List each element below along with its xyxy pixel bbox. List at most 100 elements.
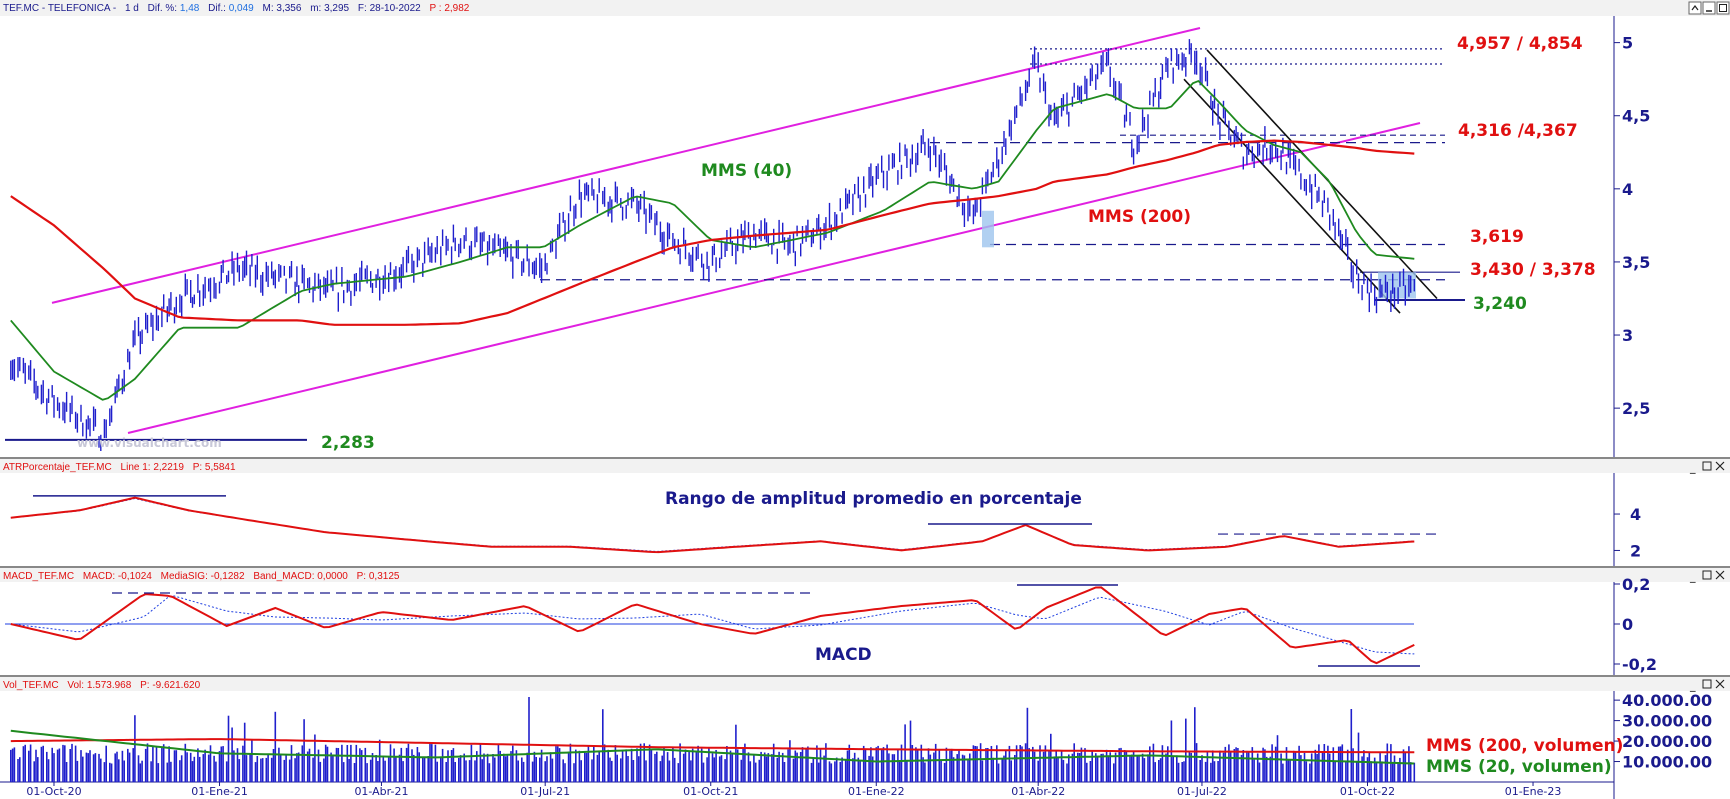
svg-text:_: _: [1689, 570, 1696, 583]
label-mms40: MMS (40): [701, 161, 792, 181]
header-price: P : 2,982: [430, 3, 470, 14]
consolidation-box: [1378, 272, 1416, 299]
macd-header-signal: MediaSIG: -0,1282: [161, 571, 245, 582]
x-tick-label: 01-Abr-22: [1011, 785, 1065, 798]
atr-title: Rango de amplitud promedio en porcentaje: [665, 489, 1082, 509]
macd-header-p: P: 0,3125: [357, 571, 400, 582]
x-tick-label: 01-Ene-21: [191, 785, 248, 798]
macd-header-macd: MACD: -0,1024: [83, 571, 152, 582]
x-tick-label: 01-Jul-22: [1177, 785, 1227, 798]
volume-bars: [10, 697, 1416, 782]
header-dif-label: Dif.:: [208, 3, 226, 14]
header-symbol: TEF.MC - TELEFONICA -: [3, 3, 116, 14]
vol-panel-controls: _: [1689, 679, 1725, 692]
vol-header-p: P: -9.621.620: [140, 680, 200, 691]
maximize-icon[interactable]: [1702, 679, 1712, 689]
channel-upper-line: [51, 27, 1201, 304]
close-icon[interactable]: [1715, 570, 1725, 580]
maximize-icon[interactable]: [1716, 1, 1730, 15]
vol-header-text: Vol_TEF.MC Vol: 1.573.968 P: -9.621.620: [3, 680, 201, 691]
vol-tick-label: 10.000.00: [1622, 753, 1712, 772]
minimize-icon[interactable]: _: [1689, 461, 1696, 474]
label-resistance-2: 4,316 /4,367: [1458, 121, 1578, 141]
y-tick-label: 3,5: [1622, 253, 1650, 272]
label-support-1: 3,240: [1473, 294, 1527, 314]
x-tick-label: 01-Oct-20: [26, 785, 81, 798]
mms200-line: [10, 139, 1415, 326]
chevron-up-icon[interactable]: [1688, 1, 1702, 15]
svg-text:_: _: [1689, 461, 1696, 474]
macd-header-band: Band_MACD: 0,0000: [253, 571, 348, 582]
y-tick-label: 5: [1622, 34, 1633, 53]
atr-line: [10, 496, 1415, 554]
macd-header-text: MACD_TEF.MC MACD: -0,1024 MediaSIG: -0,1…: [3, 571, 400, 582]
x-tick-label: 01-Oct-21: [683, 785, 738, 798]
vol-tick-label: 40.000.00: [1622, 691, 1712, 710]
maximize-icon[interactable]: [1702, 570, 1712, 580]
macd-title: MACD: [815, 645, 872, 665]
macd-header-name: MACD_TEF.MC: [3, 571, 74, 582]
main-header-bar: [0, 0, 1730, 16]
y-tick-label: 3: [1622, 326, 1633, 345]
label-resistance-3: 3,619: [1470, 227, 1524, 247]
x-tick-label: 01-Ene-22: [848, 785, 905, 798]
label-support-2: 2,283: [321, 433, 375, 453]
x-tick-label: 01-Ene-23: [1505, 785, 1562, 798]
maximize-icon[interactable]: [1702, 461, 1712, 471]
atr-header-line: Line 1: 2,2219: [121, 462, 185, 473]
header-dif: 0,049: [229, 3, 254, 14]
minimize-icon[interactable]: _: [1689, 679, 1696, 692]
vol-mms200-line: [10, 738, 1415, 754]
atr-tick-label: 4: [1630, 505, 1641, 524]
close-icon[interactable]: [1715, 679, 1725, 689]
label-resistance-4: 3,430 / 3,378: [1470, 260, 1596, 280]
vol-tick-label: 20.000.00: [1622, 732, 1712, 751]
macd-panel-controls: _: [1689, 570, 1725, 583]
main-panel-controls: [1688, 1, 1730, 15]
macd-tick-label: 0,2: [1622, 575, 1650, 594]
watermark: www.visualchart.com: [77, 436, 222, 450]
x-tick-label: 01-Jul-21: [520, 785, 570, 798]
header-low: m: 3,295: [310, 3, 349, 14]
vol-header-name: Vol_TEF.MC: [3, 680, 59, 691]
label-mms200: MMS (200): [1088, 207, 1191, 227]
header-period: 1 d: [125, 3, 139, 14]
vol-header-bar: [0, 677, 1730, 691]
header-high: M: 3,356: [263, 3, 302, 14]
atr-header-text: ATRPorcentaje_TEF.MC Line 1: 2,2219 P: 5…: [3, 462, 236, 473]
y-tick-label: 4: [1622, 180, 1633, 199]
channel-lower-line: [127, 122, 1421, 434]
x-tick-label: 01-Abr-21: [354, 785, 408, 798]
price-bars: [10, 39, 1416, 451]
minimize-icon[interactable]: [1702, 1, 1716, 15]
label-resistance-1: 4,957 / 4,854: [1457, 34, 1583, 54]
gap-box: [982, 210, 994, 248]
vol-tick-label: 30.000.00: [1622, 712, 1712, 731]
header-dif-pct-label: Dif. %:: [148, 3, 177, 14]
y-tick-label: 2,5: [1622, 399, 1650, 418]
macd-tick-label: 0: [1622, 615, 1633, 634]
vol-mms20-line: [10, 729, 1415, 765]
price-panel: [5, 27, 1465, 451]
atr-panel: [10, 495, 1437, 554]
axes: 5 4,5 4 3,5 3 2,5 4 2 0,2 0 -0,2 40.000.00 30.000.00…: [26, 34, 1712, 798]
label-vol-mms200: MMS (200, volumen): [1426, 736, 1623, 756]
svg-text:_: _: [1689, 679, 1696, 692]
vol-header-vol: Vol: 1.573.968: [67, 680, 131, 691]
atr-header-p: P: 5,5841: [193, 462, 236, 473]
macd-panel: [5, 584, 1420, 667]
x-tick-label: 01-Oct-22: [1340, 785, 1395, 798]
atr-tick-label: 2: [1630, 541, 1641, 560]
label-vol-mms20: MMS (20, volumen): [1426, 757, 1612, 777]
y-tick-label: 4,5: [1622, 107, 1650, 126]
header-date: F: 28-10-2022: [358, 3, 421, 14]
header-dif-pct: 1,48: [180, 3, 200, 14]
macd-signal-line: [10, 594, 1415, 655]
close-icon[interactable]: [1715, 461, 1725, 471]
minimize-icon[interactable]: _: [1689, 570, 1696, 583]
atr-header-bar: [0, 459, 1730, 473]
macd-tick-label: -0,2: [1622, 655, 1657, 674]
atr-panel-controls: _: [1689, 461, 1725, 474]
